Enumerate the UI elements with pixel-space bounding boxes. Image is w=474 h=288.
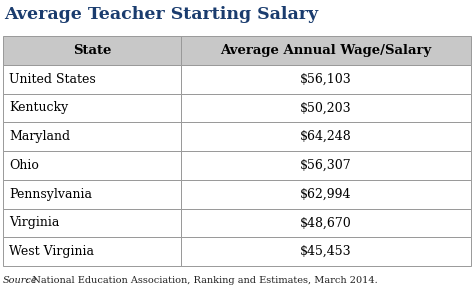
Bar (181, 180, 471, 209)
Text: $45,453: $45,453 (300, 245, 352, 258)
Text: $56,307: $56,307 (300, 159, 352, 172)
Bar (181, 36, 471, 65)
Text: $48,670: $48,670 (300, 216, 352, 229)
Text: $50,203: $50,203 (300, 101, 352, 114)
Text: Kentucky: Kentucky (9, 101, 68, 114)
Text: Average Teacher Starting Salary: Average Teacher Starting Salary (4, 6, 318, 23)
Text: Pennsylvania: Pennsylvania (9, 187, 92, 201)
Bar (181, 237, 471, 266)
Text: United States: United States (9, 73, 96, 86)
Bar (3, 237, 181, 266)
Text: West Virginia: West Virginia (9, 245, 94, 258)
Bar (181, 151, 471, 180)
Text: $56,103: $56,103 (300, 73, 352, 86)
Bar (3, 151, 181, 180)
Bar (3, 36, 181, 65)
Bar (181, 209, 471, 237)
Text: Ohio: Ohio (9, 159, 39, 172)
Text: $64,248: $64,248 (300, 130, 352, 143)
Text: State: State (73, 44, 111, 57)
Bar (3, 94, 181, 122)
Bar (3, 122, 181, 151)
Bar (3, 209, 181, 237)
Bar (181, 94, 471, 122)
Text: Average Annual Wage/Salary: Average Annual Wage/Salary (220, 44, 431, 57)
Text: Maryland: Maryland (9, 130, 70, 143)
Bar (3, 65, 181, 94)
Text: : National Education Association, Ranking and Estimates, March 2014.: : National Education Association, Rankin… (26, 276, 378, 285)
Text: Virginia: Virginia (9, 216, 59, 229)
Bar (181, 65, 471, 94)
Text: Source: Source (3, 276, 37, 285)
Bar (181, 122, 471, 151)
Text: $62,994: $62,994 (300, 187, 352, 201)
Bar (3, 180, 181, 209)
